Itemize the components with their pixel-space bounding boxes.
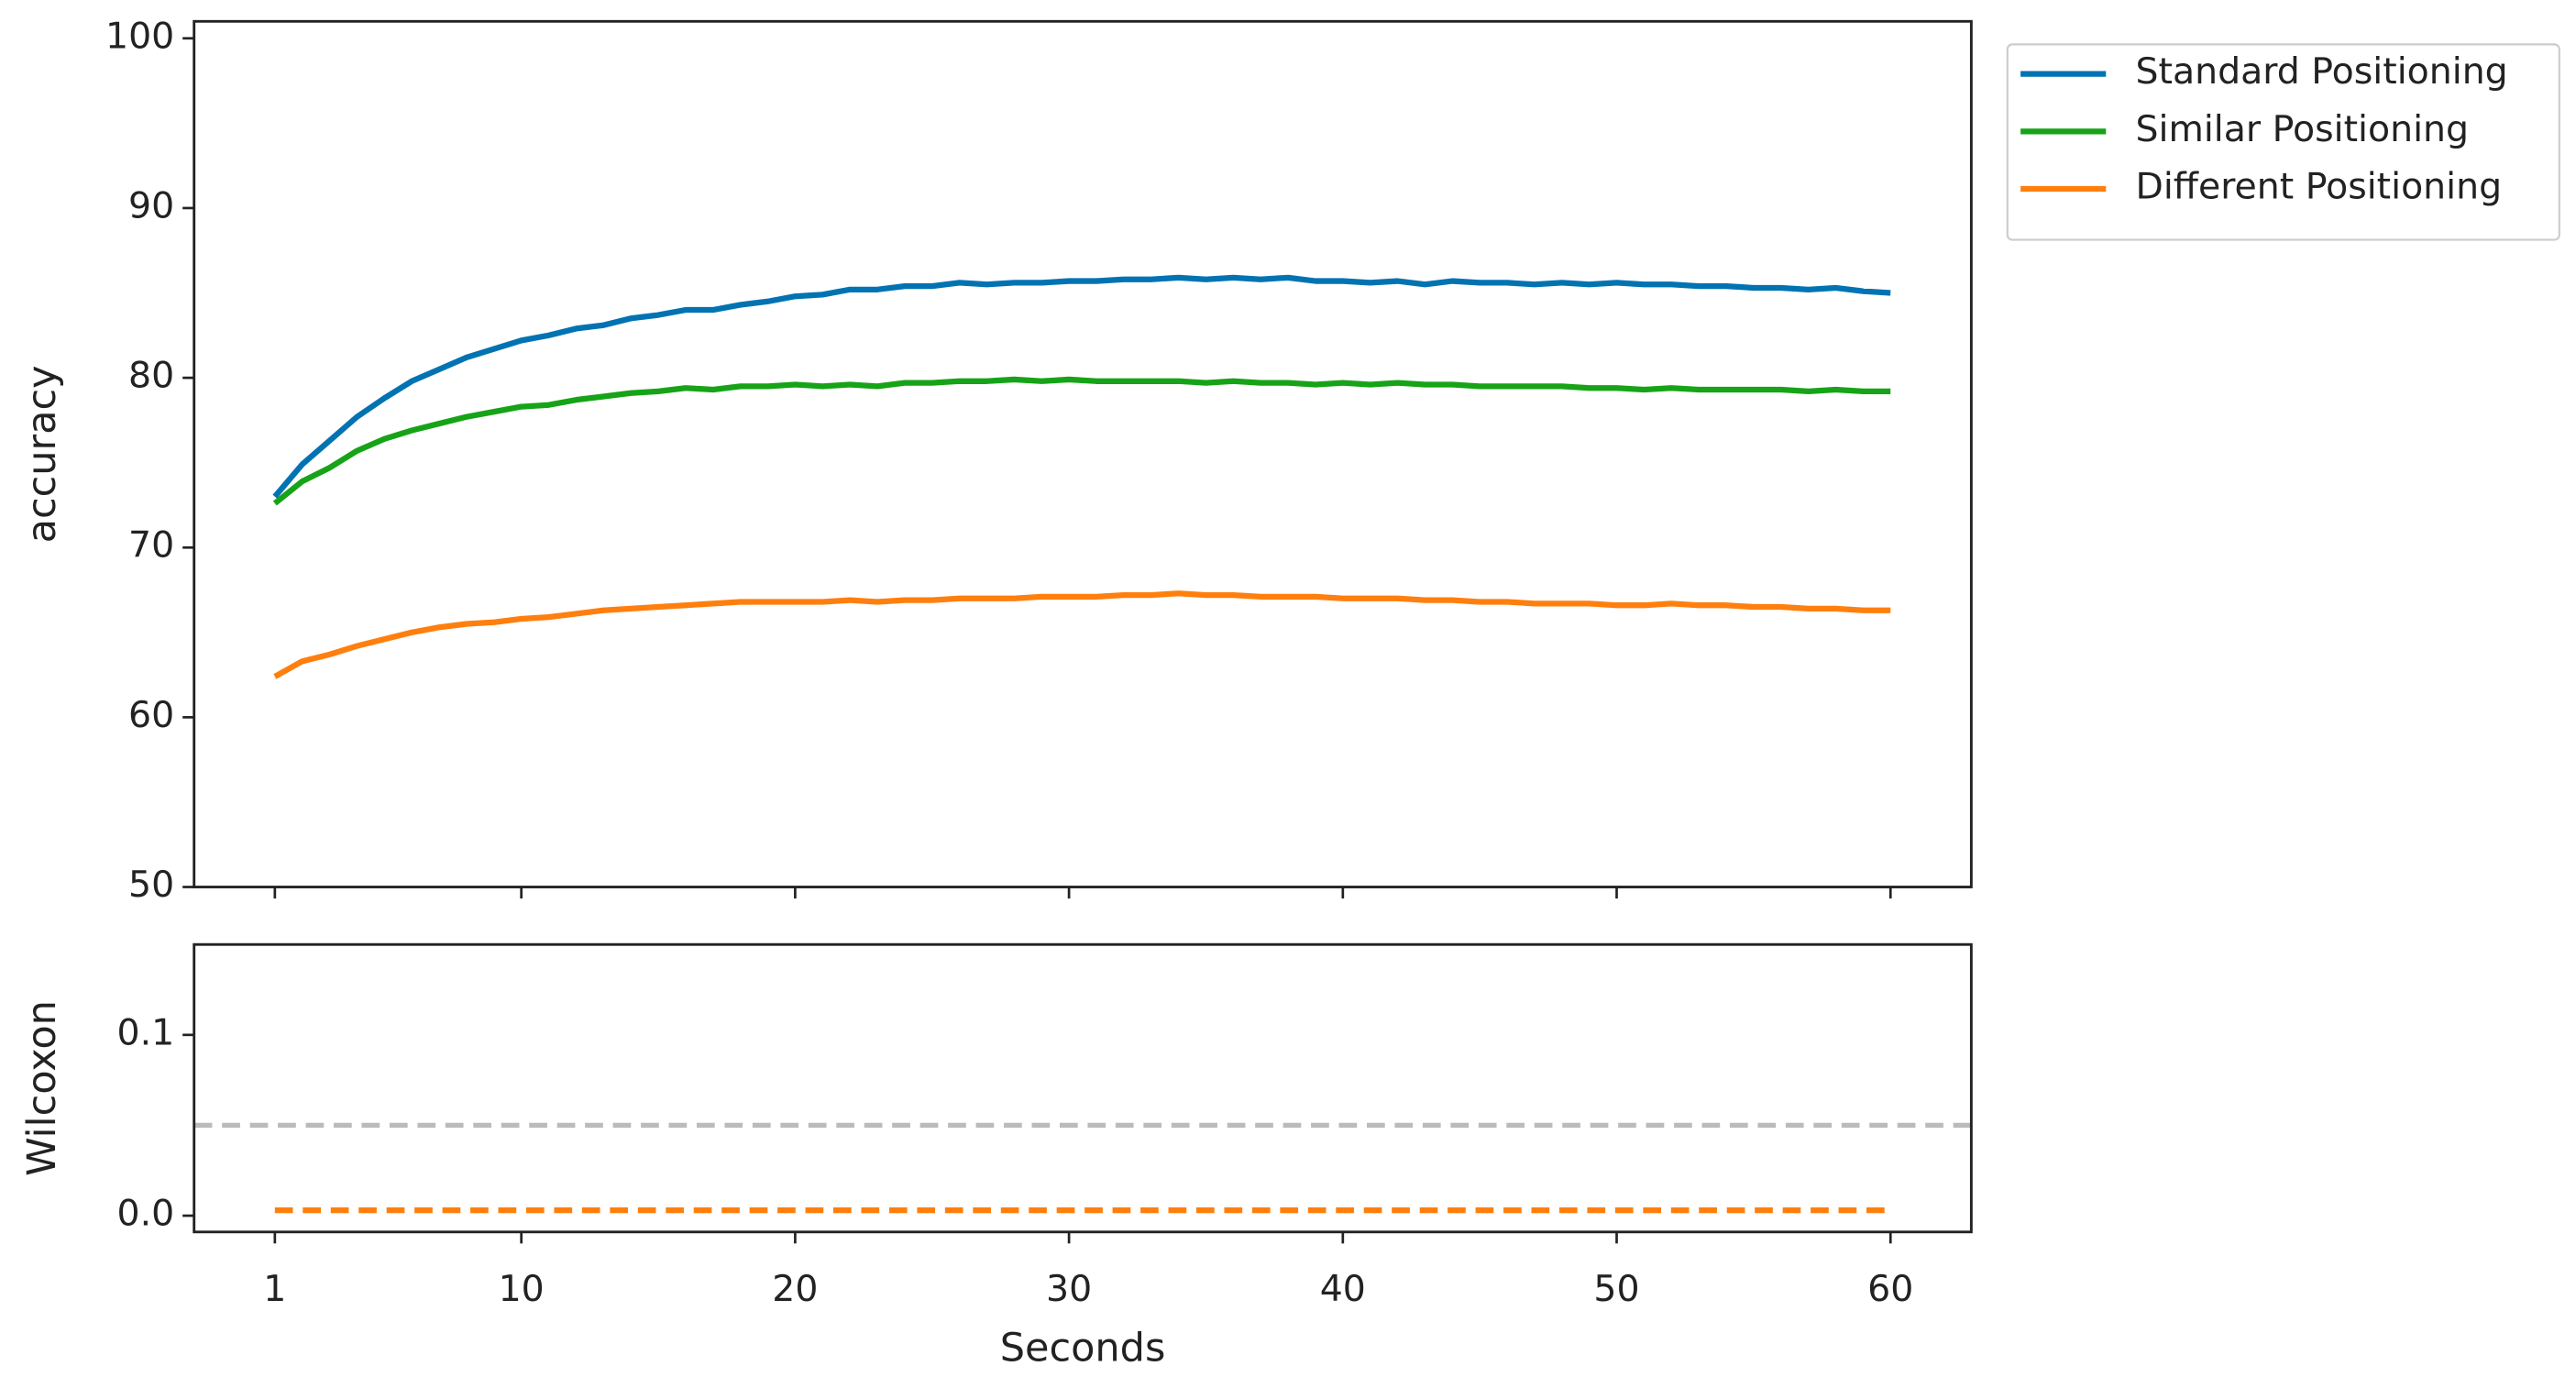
y-tick-label: 100 (105, 15, 174, 57)
x-tick-label: 1 (263, 1268, 286, 1310)
series-line (273, 590, 1891, 679)
y-tick-label: 50 (128, 864, 174, 906)
x-tick-label: 20 (772, 1268, 818, 1310)
legend-label: Different Positioning (2136, 166, 2503, 208)
axes-frame (193, 19, 1973, 888)
y-axis-label: Wilcoxon (19, 1000, 65, 1176)
y-tick-label: 80 (128, 355, 174, 397)
legend-box (2006, 43, 2560, 241)
y-tick-label: 90 (128, 184, 174, 226)
x-tick-label: 40 (1320, 1268, 1366, 1310)
y-tick-label: 70 (128, 524, 174, 567)
series-line (272, 376, 1891, 506)
legend-label: Similar Positioning (2136, 108, 2470, 150)
x-tick-label: 30 (1046, 1268, 1092, 1310)
x-tick-label: 50 (1593, 1268, 1639, 1310)
x-axis-label: Seconds (1000, 1325, 1166, 1371)
series-line (272, 274, 1891, 499)
x-tick-label: 10 (499, 1268, 545, 1310)
y-tick-label: 60 (128, 694, 174, 736)
x-tick-label: 60 (1867, 1268, 1913, 1310)
axes-frame (193, 942, 1973, 1234)
y-tick-label: 0.0 (117, 1193, 175, 1235)
legend-label: Standard Positioning (2136, 50, 2508, 93)
y-axis-label: accuracy (19, 365, 65, 543)
y-tick-label: 0.1 (117, 1011, 175, 1053)
